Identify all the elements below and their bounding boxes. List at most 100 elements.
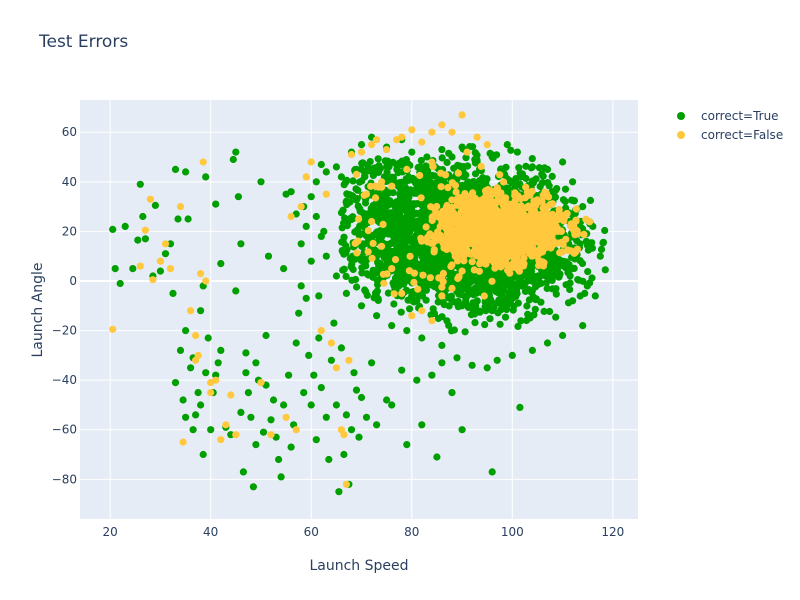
point-correct-true[interactable] (586, 196, 595, 204)
point-correct-true[interactable] (383, 202, 391, 210)
point-correct-false[interactable] (460, 257, 468, 265)
point-correct-true[interactable] (400, 206, 408, 214)
point-correct-true[interactable] (503, 141, 511, 149)
point-correct-true[interactable] (327, 356, 335, 364)
point-correct-true[interactable] (359, 159, 367, 167)
point-correct-true[interactable] (340, 233, 348, 241)
point-correct-true[interactable] (416, 279, 424, 287)
point-correct-false[interactable] (522, 183, 530, 191)
point-correct-true[interactable] (312, 436, 320, 444)
point-correct-true[interactable] (194, 389, 202, 397)
point-correct-true[interactable] (116, 279, 124, 288)
point-correct-false[interactable] (461, 216, 469, 224)
point-correct-true[interactable] (187, 364, 195, 372)
point-correct-true[interactable] (564, 269, 572, 277)
point-correct-true[interactable] (448, 153, 456, 161)
point-correct-true[interactable] (421, 169, 429, 178)
point-correct-false[interactable] (443, 245, 451, 254)
point-correct-true[interactable] (507, 146, 515, 154)
point-correct-false[interactable] (136, 262, 144, 270)
point-correct-true[interactable] (445, 302, 453, 310)
point-correct-false[interactable] (232, 431, 240, 439)
point-correct-false[interactable] (419, 271, 427, 279)
point-correct-true[interactable] (353, 283, 361, 291)
point-correct-true[interactable] (397, 308, 405, 316)
point-correct-true[interactable] (517, 173, 525, 181)
point-correct-true[interactable] (287, 188, 295, 196)
point-correct-false[interactable] (541, 213, 550, 221)
point-correct-true[interactable] (207, 426, 215, 434)
point-correct-true[interactable] (548, 260, 556, 268)
point-correct-false[interactable] (501, 238, 509, 246)
point-correct-false[interactable] (444, 184, 452, 192)
point-correct-true[interactable] (402, 175, 410, 183)
point-correct-false[interactable] (380, 279, 388, 287)
point-correct-true[interactable] (369, 266, 377, 274)
point-correct-false[interactable] (406, 252, 414, 260)
point-correct-false[interactable] (282, 413, 290, 421)
point-correct-true[interactable] (516, 403, 524, 411)
point-correct-true[interactable] (418, 421, 426, 429)
point-correct-true[interactable] (414, 224, 422, 232)
point-correct-false[interactable] (187, 307, 195, 315)
point-correct-true[interactable] (506, 299, 514, 307)
point-correct-false[interactable] (353, 249, 361, 257)
point-correct-true[interactable] (151, 201, 159, 209)
point-correct-true[interactable] (109, 225, 117, 233)
point-correct-false[interactable] (408, 312, 416, 320)
data-points[interactable] (109, 111, 609, 496)
point-correct-true[interactable] (342, 272, 350, 280)
point-correct-true[interactable] (559, 196, 568, 204)
point-correct-true[interactable] (310, 371, 318, 379)
point-correct-false[interactable] (410, 269, 418, 277)
point-correct-false[interactable] (428, 158, 436, 166)
point-correct-true[interactable] (356, 207, 364, 215)
point-correct-true[interactable] (335, 488, 343, 496)
point-correct-true[interactable] (397, 178, 405, 186)
point-correct-true[interactable] (591, 292, 599, 300)
point-correct-true[interactable] (447, 295, 455, 303)
point-correct-false[interactable] (202, 277, 210, 285)
point-correct-false[interactable] (469, 237, 477, 245)
point-correct-true[interactable] (450, 326, 458, 334)
point-correct-false[interactable] (463, 148, 471, 156)
point-correct-false[interactable] (517, 258, 525, 266)
point-correct-true[interactable] (365, 212, 373, 220)
point-correct-false[interactable] (418, 138, 426, 146)
point-correct-true[interactable] (239, 468, 247, 476)
point-correct-false[interactable] (571, 231, 579, 239)
point-correct-true[interactable] (545, 182, 553, 190)
point-correct-false[interactable] (521, 194, 529, 202)
point-correct-true[interactable] (317, 232, 325, 240)
point-correct-true[interactable] (368, 359, 376, 367)
point-correct-true[interactable] (171, 165, 180, 173)
point-correct-true[interactable] (404, 258, 412, 266)
point-correct-true[interactable] (332, 272, 340, 280)
point-correct-true[interactable] (259, 428, 268, 436)
point-correct-true[interactable] (232, 287, 240, 295)
point-correct-true[interactable] (300, 389, 308, 397)
point-correct-true[interactable] (466, 286, 474, 294)
point-correct-true[interactable] (517, 317, 525, 325)
point-correct-true[interactable] (559, 331, 567, 340)
point-correct-false[interactable] (519, 213, 527, 222)
point-correct-false[interactable] (217, 436, 225, 444)
point-correct-true[interactable] (325, 455, 333, 464)
point-correct-true[interactable] (543, 284, 551, 293)
point-correct-true[interactable] (462, 154, 470, 162)
point-correct-true[interactable] (581, 289, 589, 297)
point-correct-false[interactable] (490, 258, 498, 266)
point-correct-false[interactable] (428, 128, 436, 136)
point-correct-true[interactable] (373, 421, 381, 429)
point-correct-true[interactable] (407, 293, 416, 301)
point-correct-false[interactable] (525, 244, 533, 252)
point-correct-false[interactable] (156, 257, 164, 265)
point-correct-true[interactable] (527, 267, 535, 275)
point-correct-true[interactable] (307, 257, 315, 265)
point-correct-false[interactable] (438, 292, 446, 300)
point-correct-true[interactable] (227, 431, 235, 439)
point-correct-true[interactable] (523, 302, 531, 310)
point-correct-true[interactable] (582, 237, 591, 245)
point-correct-true[interactable] (366, 158, 374, 166)
point-correct-true[interactable] (398, 264, 406, 273)
